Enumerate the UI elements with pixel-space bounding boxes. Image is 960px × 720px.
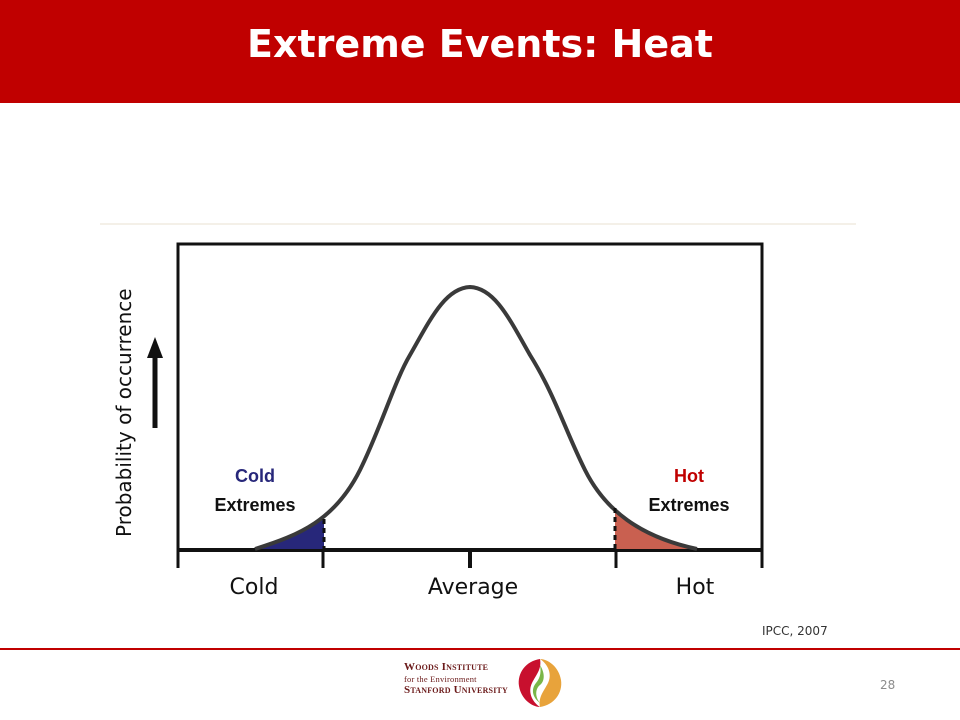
seed-logo-icon: [514, 657, 566, 709]
source-citation: IPCC, 2007: [762, 624, 828, 638]
title-bar: Extreme Events: Heat: [0, 0, 960, 103]
hot-extremes-label-line2: Extremes: [648, 495, 729, 515]
y-axis-label: Probability of occurrence: [112, 288, 136, 537]
hot-tail-area: [615, 508, 697, 549]
x-label-cold: Cold: [230, 575, 279, 600]
x-label-average: Average: [428, 575, 518, 600]
logo-line-3: Stanford University: [404, 683, 509, 696]
x-label-hot: Hot: [676, 575, 715, 600]
page-number: 28: [880, 678, 896, 692]
logo-line-2: for the Environment: [404, 674, 477, 684]
cold-extremes-label-line1: Cold: [235, 466, 275, 486]
distribution-curve: [254, 284, 698, 551]
plot-frame: [176, 242, 764, 550]
footer-rule: [0, 648, 960, 650]
cold-extremes-label-line2: Extremes: [214, 495, 295, 515]
y-axis-arrow-head: [147, 337, 163, 358]
hot-extremes-label-line1: Hot: [674, 466, 704, 486]
cold-tail-area: [255, 519, 324, 549]
logo-line-1: Woods Institute: [404, 661, 489, 673]
slide-title: Extreme Events: Heat: [247, 22, 713, 66]
woods-institute-logo-text: Woods Institute for the Environment Stan…: [404, 662, 510, 696]
